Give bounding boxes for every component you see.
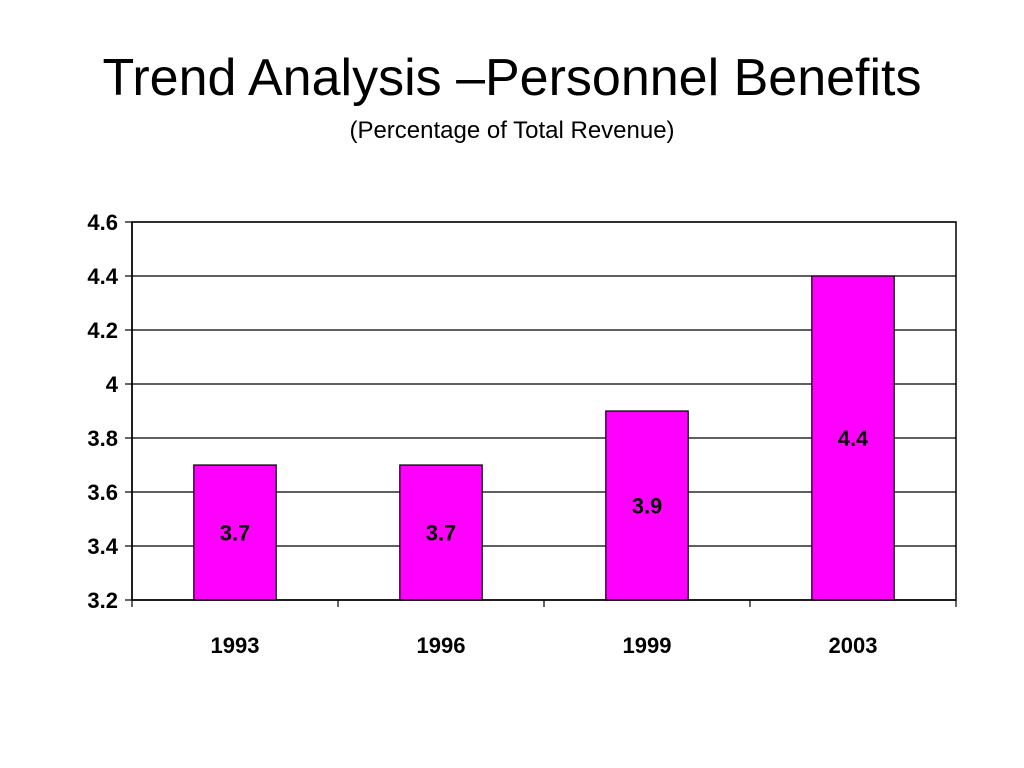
bars xyxy=(193,275,895,601)
x-tick-label: 2003 xyxy=(829,633,878,658)
y-tick-label: 4 xyxy=(106,372,119,397)
y-tick-label: 3.2 xyxy=(87,588,118,613)
page-subtitle: (Percentage of Total Revenue) xyxy=(349,117,675,144)
y-axis: 3.2 3.4 3.6 3.8 4 4.2 4.4 4.6 xyxy=(87,210,133,613)
y-tick-label: 4.6 xyxy=(87,210,118,235)
data-label: 3.7 xyxy=(426,521,457,546)
y-tick-label: 3.4 xyxy=(87,534,118,559)
page-title: Trend Analysis –Personnel Benefits xyxy=(102,49,922,107)
y-tick-label: 3.8 xyxy=(87,426,118,451)
x-tick-label: 1999 xyxy=(623,633,672,658)
data-label: 3.7 xyxy=(220,521,251,546)
data-labels: 3.7 3.7 3.9 4.4 xyxy=(220,426,869,546)
bar xyxy=(399,464,483,601)
x-tick-label: 1993 xyxy=(211,633,260,658)
y-tick-label: 4.2 xyxy=(87,318,118,343)
x-axis: 1993 1996 1999 2003 xyxy=(131,599,957,658)
bar xyxy=(811,275,895,601)
bar xyxy=(193,464,277,601)
data-label: 4.4 xyxy=(838,426,869,451)
y-tick-label: 4.4 xyxy=(87,264,118,289)
x-tick-label: 1996 xyxy=(417,633,466,658)
data-label: 3.9 xyxy=(632,494,663,519)
y-tick-label: 3.6 xyxy=(87,480,118,505)
